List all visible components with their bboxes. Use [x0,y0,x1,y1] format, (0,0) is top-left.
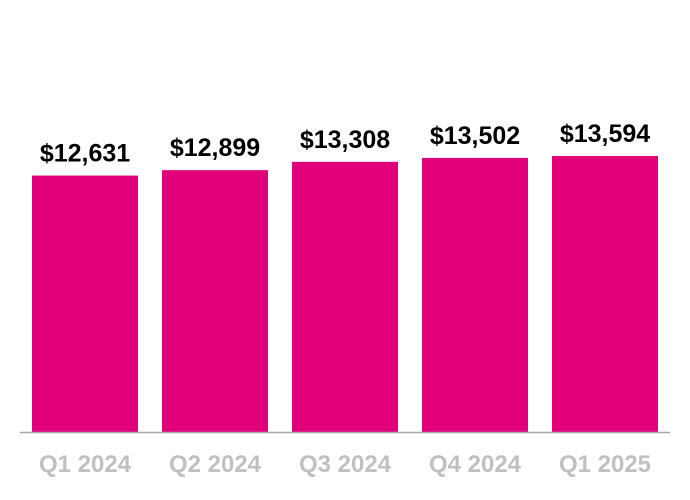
bar-value-label: $13,502 [430,122,520,150]
bar-value-label: $13,308 [300,126,390,154]
bar-value-label: $13,594 [560,120,650,148]
bars-group [32,156,658,432]
x-tick-label: Q4 2024 [429,451,522,478]
x-tick-label: Q1 2024 [39,451,132,478]
x-tick-labels-group: Q1 2024 Q2 2024 Q3 2024 Q4 2024 Q1 2025 [39,451,651,478]
bar-q1-2024 [32,175,138,432]
bar-q3-2024 [292,161,398,432]
bar-value-label: $12,631 [40,140,130,168]
bar-value-label: $12,899 [170,134,260,162]
bar-q4-2024 [422,157,528,432]
x-tick-label: Q2 2024 [169,451,262,478]
bar-q2-2024 [162,170,268,432]
x-tick-label: Q1 2025 [559,451,651,478]
bar-q1-2025 [552,156,658,432]
x-tick-label: Q3 2024 [299,451,392,478]
value-labels-group: $12,631 $12,899 $13,308 $13,502 $13,594 [40,120,650,168]
